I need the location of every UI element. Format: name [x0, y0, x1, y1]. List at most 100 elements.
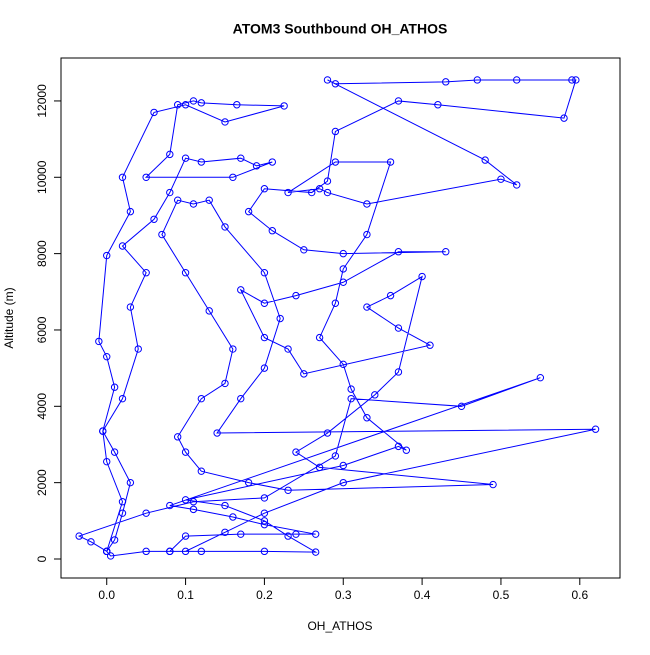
data-point — [134, 345, 142, 353]
data-point — [402, 446, 411, 454]
chart-title: ATOM3 Southbound OH_ATHOS — [233, 21, 448, 37]
data-point — [103, 547, 111, 556]
data-point — [166, 188, 174, 197]
data-point — [110, 536, 119, 544]
data-point — [197, 99, 206, 107]
data-point — [237, 154, 245, 162]
data-point — [394, 324, 403, 332]
data-point — [110, 448, 119, 456]
data-point — [205, 196, 213, 204]
data-point — [166, 547, 174, 556]
data-point — [118, 394, 127, 403]
data-point — [572, 76, 580, 84]
data-point — [386, 158, 395, 166]
data-point — [189, 498, 198, 506]
x-tick-label: 0.5 — [493, 588, 510, 602]
data-point — [489, 480, 497, 489]
data-point — [166, 150, 174, 159]
data-point — [142, 269, 150, 277]
data-point — [126, 207, 135, 216]
data-point — [481, 156, 489, 164]
data-point — [473, 76, 481, 84]
data-point — [311, 530, 320, 538]
y-tick-label: 4000 — [35, 393, 49, 420]
data-point — [300, 246, 308, 254]
data-point — [442, 78, 450, 86]
plot-frame — [60, 57, 621, 579]
data-point — [394, 97, 403, 105]
data-point — [75, 532, 83, 540]
data-point — [591, 425, 600, 433]
data-point — [568, 76, 576, 84]
data-point — [126, 478, 135, 487]
data-point — [323, 177, 332, 185]
data-point — [237, 286, 245, 294]
data-point — [181, 532, 190, 540]
data-point — [418, 272, 426, 281]
data-point — [339, 461, 347, 470]
data-point — [284, 532, 292, 540]
data-point — [244, 478, 253, 487]
data-point — [315, 185, 324, 193]
data-point — [260, 520, 269, 529]
data-point — [118, 173, 127, 181]
data-point — [284, 486, 292, 494]
data-point — [110, 383, 119, 391]
data-point — [221, 223, 229, 231]
data-point — [87, 538, 95, 546]
data-point — [331, 158, 340, 166]
data-point — [181, 154, 190, 162]
data-point — [323, 76, 332, 84]
data-point — [308, 188, 316, 197]
data-point — [363, 200, 371, 208]
data-point — [386, 291, 395, 300]
data-point — [181, 448, 190, 456]
data-point — [181, 496, 190, 504]
data-point — [229, 173, 237, 181]
data-point — [221, 379, 229, 388]
data-point — [221, 501, 229, 510]
data-point — [284, 188, 292, 197]
data-point — [197, 394, 206, 403]
x-axis-label: OH_ATHOS — [307, 619, 372, 633]
data-point — [197, 467, 206, 475]
data-point — [233, 101, 241, 109]
data-point — [311, 548, 320, 556]
data-point — [99, 427, 107, 435]
data-point — [260, 299, 269, 307]
data-point — [237, 394, 245, 403]
data-point — [103, 251, 111, 260]
data-point — [363, 303, 371, 311]
data-point — [181, 547, 190, 556]
data-point — [426, 341, 434, 349]
x-tick-label: 0.2 — [256, 588, 273, 602]
y-tick-label: 8000 — [35, 240, 49, 267]
data-point — [150, 215, 158, 223]
data-point — [252, 162, 261, 170]
y-tick-label: 12000 — [35, 84, 49, 118]
data-point — [284, 345, 292, 353]
y-tick-label: 6000 — [35, 316, 49, 343]
data-point — [260, 509, 269, 517]
data-point — [173, 196, 182, 204]
data-point — [221, 528, 229, 536]
data-point — [497, 175, 505, 183]
data-point — [142, 547, 150, 556]
y-axis-label: Altitude (m) — [2, 287, 16, 348]
data-point — [513, 76, 521, 84]
data-point — [197, 547, 206, 556]
data-point — [260, 269, 269, 277]
data-point — [237, 530, 245, 538]
data-point — [339, 478, 347, 487]
data-point — [276, 314, 284, 323]
data-point — [126, 303, 135, 311]
data-point — [394, 442, 403, 451]
data-point — [229, 345, 237, 353]
data-point — [323, 188, 332, 197]
data-point — [457, 402, 466, 411]
data-point — [442, 248, 450, 256]
data-point — [315, 463, 324, 472]
data-point — [205, 307, 213, 315]
data-point — [189, 200, 198, 208]
